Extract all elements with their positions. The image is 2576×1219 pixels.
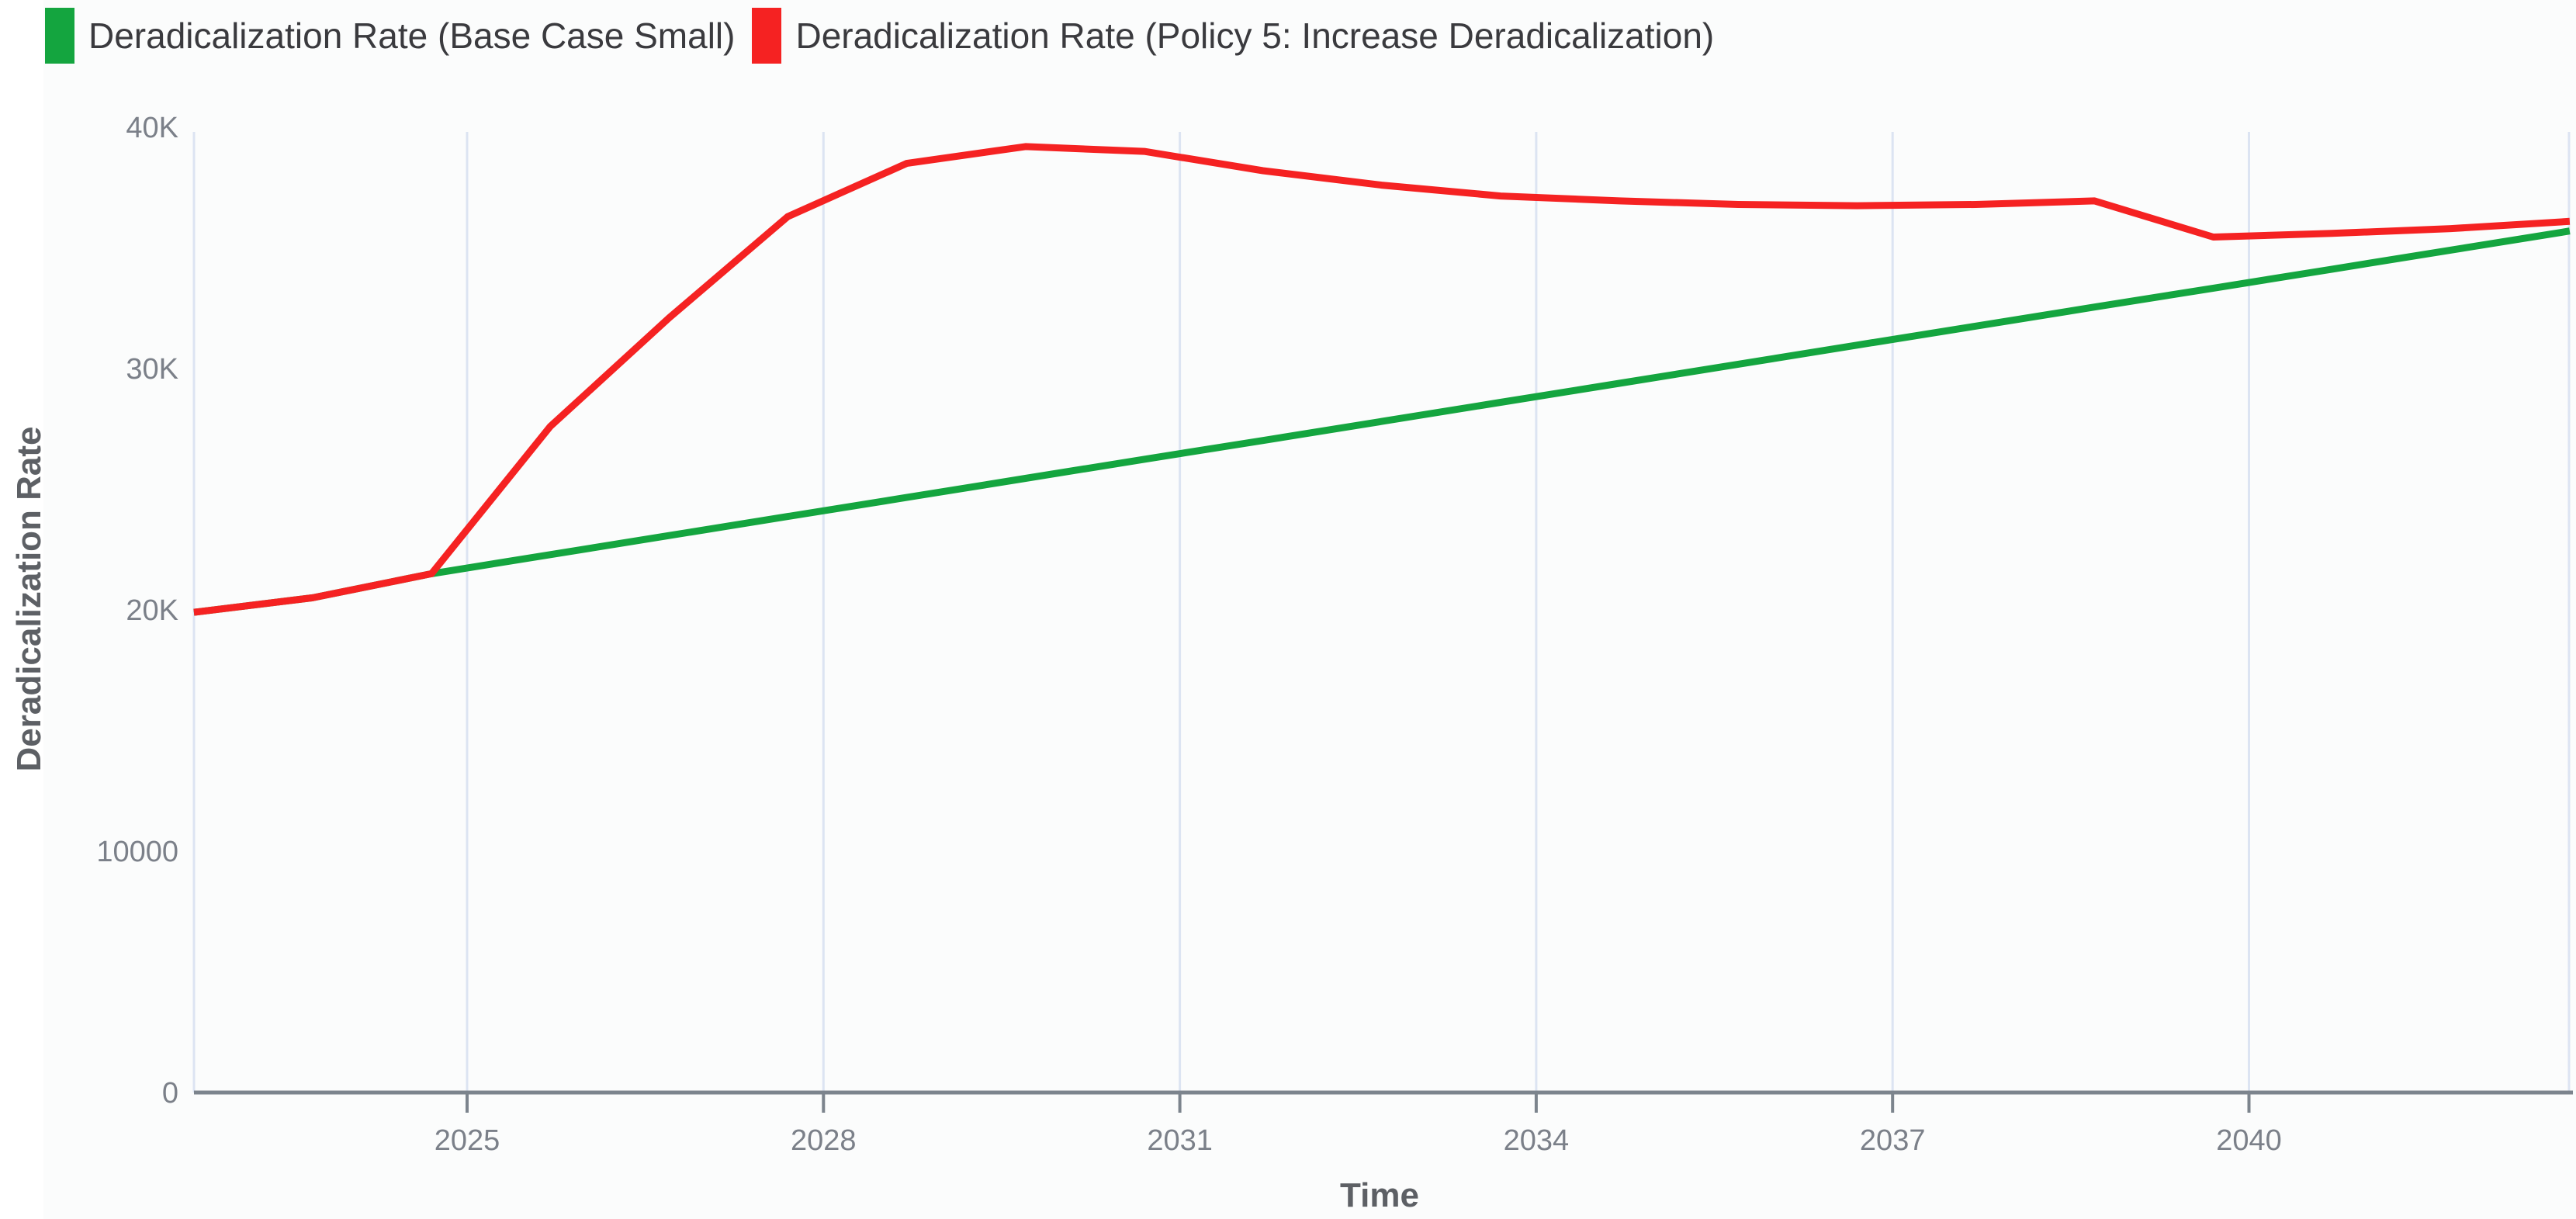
y-tick-label-40K: 40K xyxy=(126,112,178,144)
y-tick-label-20K: 20K xyxy=(126,594,178,627)
legend-swatch-red xyxy=(752,8,782,64)
legend-item-policy-5[interactable]: Deradicalization Rate (Policy 5: Increas… xyxy=(752,8,1714,64)
legend: Deradicalization Rate (Base Case Small) … xyxy=(45,8,1731,64)
x-tick-label-2031: 2031 xyxy=(1147,1124,1213,1157)
x-tick-label-2037: 2037 xyxy=(1860,1124,1926,1157)
legend-item-base-case[interactable]: Deradicalization Rate (Base Case Small) xyxy=(45,8,735,64)
y-tick-label-10000: 10000 xyxy=(96,836,178,868)
x-axis-title: Time xyxy=(1340,1176,1419,1214)
x-tick-label-2034: 2034 xyxy=(1504,1124,1570,1157)
series-line-policy-5[interactable] xyxy=(193,143,2571,616)
series-line-base-case[interactable] xyxy=(193,227,2571,616)
legend-swatch-green xyxy=(45,8,74,64)
x-tick-label-2028: 2028 xyxy=(791,1124,857,1157)
legend-label-policy-5: Deradicalization Rate (Policy 5: Increas… xyxy=(795,16,1715,56)
left-margin-strip xyxy=(0,0,43,1219)
y-tick-label-30K: 30K xyxy=(126,353,178,386)
x-tick-label-2025: 2025 xyxy=(435,1124,500,1157)
legend-label-base-case: Deradicalization Rate (Base Case Small) xyxy=(88,16,736,56)
x-tick-label-2040: 2040 xyxy=(2216,1124,2282,1157)
y-tick-label-0: 0 xyxy=(162,1077,178,1110)
